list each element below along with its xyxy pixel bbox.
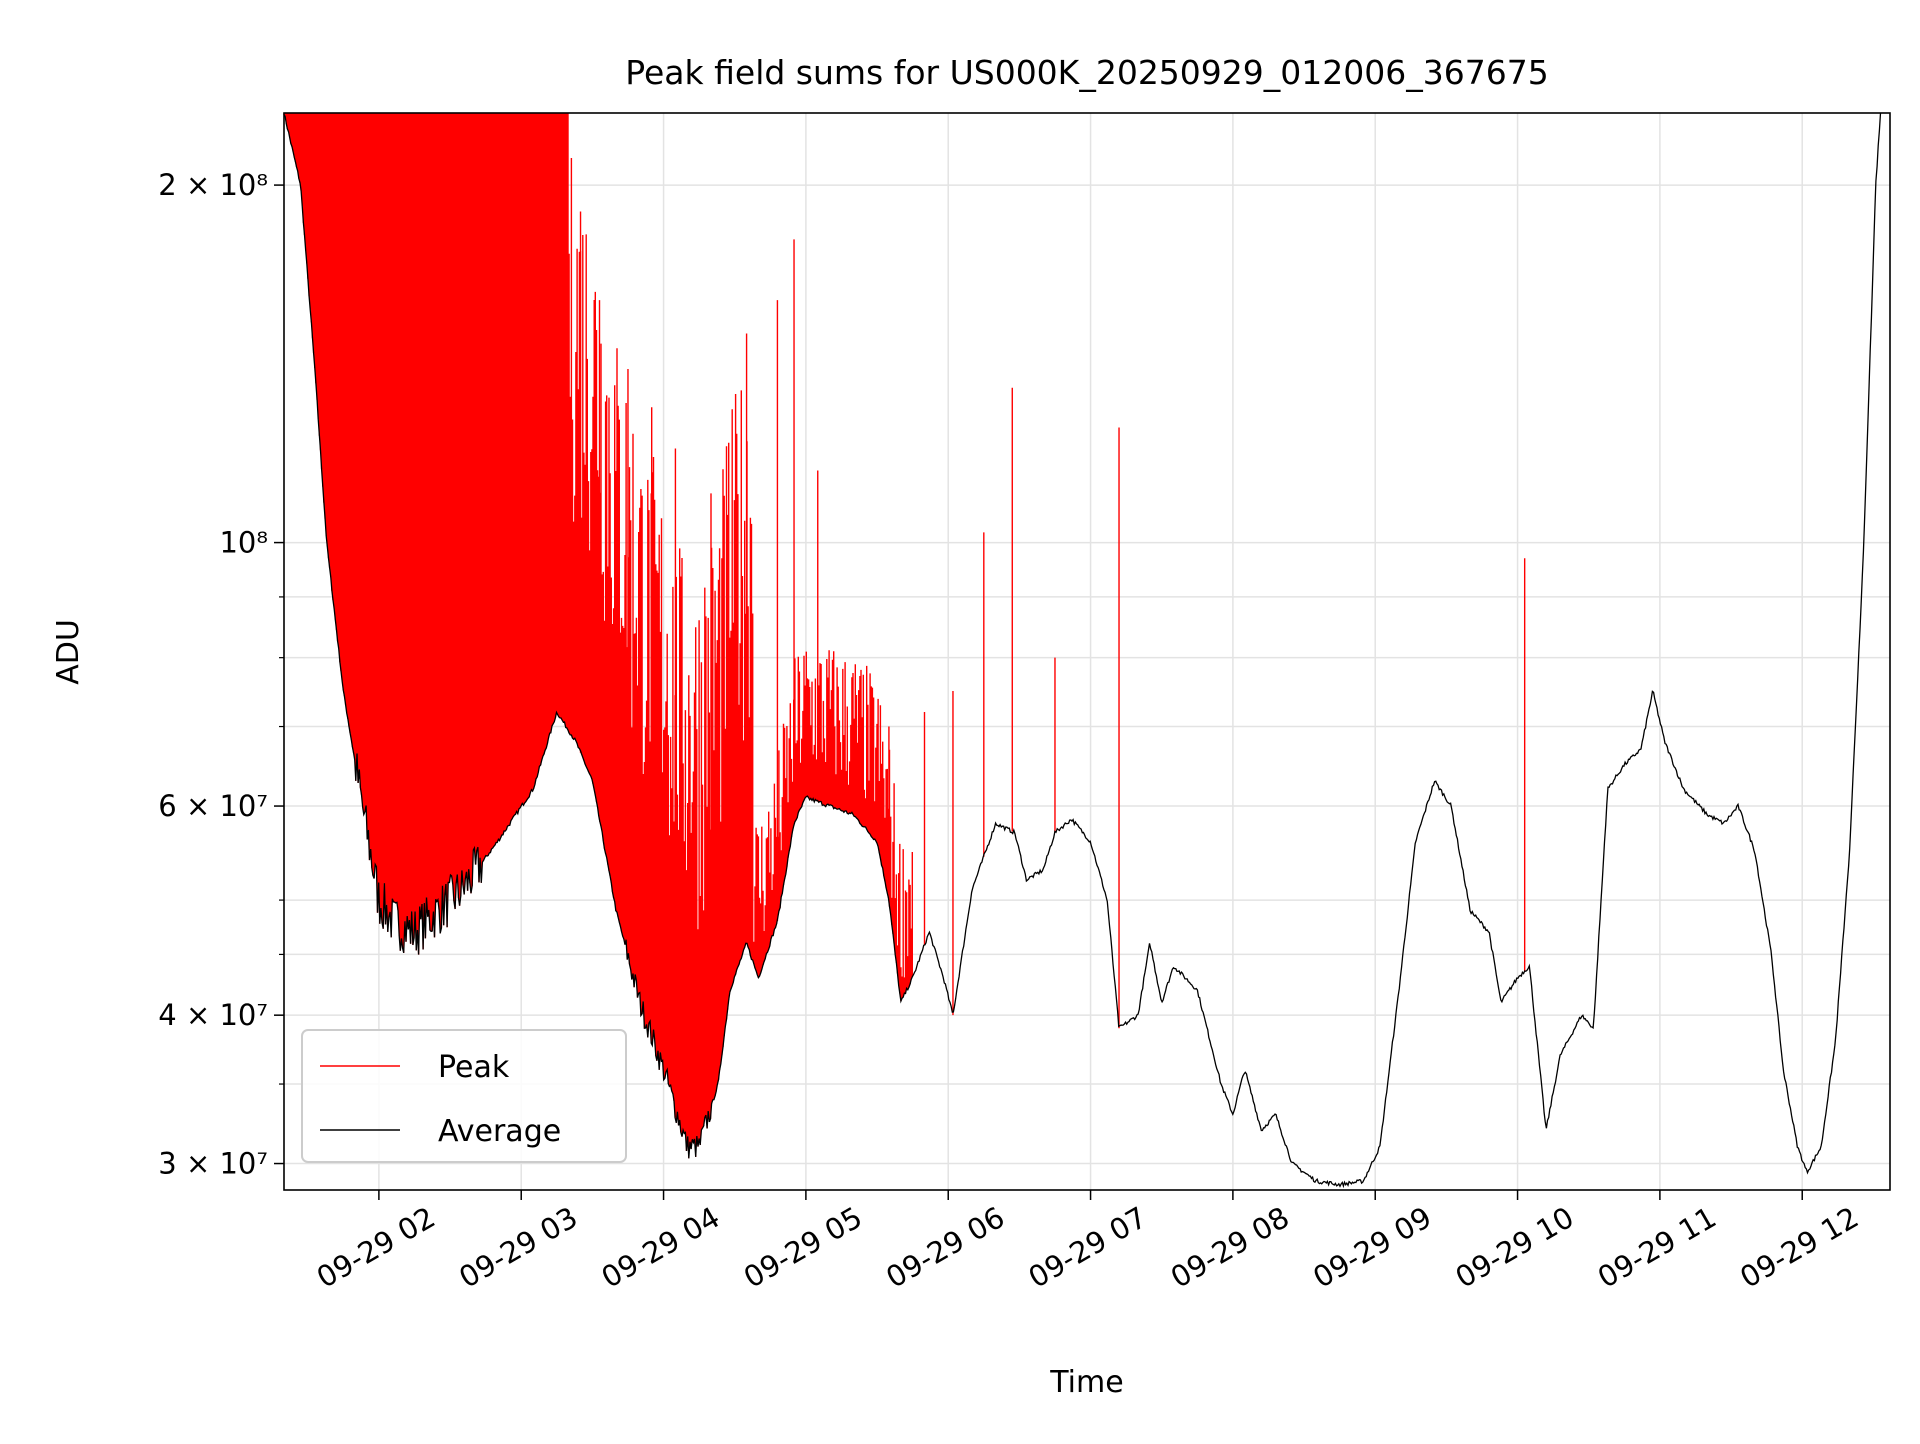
legend-average-label: Average: [438, 1114, 561, 1149]
y-tick-label: 10⁸: [219, 526, 268, 560]
y-tick-label: 3 × 10⁷: [158, 1147, 268, 1181]
legend-box: [301, 1029, 627, 1163]
legend-peak-label: Peak: [438, 1050, 510, 1085]
y-tick-label: 6 × 10⁷: [158, 789, 268, 823]
y-tick-label: 2 × 10⁸: [158, 168, 268, 202]
peak-series-spikes: [556, 113, 1526, 1109]
plot-frame: [283, 112, 1891, 1191]
average-series-line: [283, 113, 1882, 1189]
y-tick-label: 4 × 10⁷: [158, 998, 268, 1032]
chart-title: Peak field sums for US000K_20250929_0120…: [625, 53, 1548, 92]
y-axis-label: ADU: [51, 619, 86, 685]
y-axis: 3 × 10⁷ 4 × 10⁷ 6 × 10⁷ 10⁸ 2 × 10⁸: [158, 168, 284, 1181]
grid: [284, 113, 1890, 1190]
legend: Peak Average: [301, 1029, 627, 1163]
x-axis-label: Time: [1049, 1365, 1123, 1400]
